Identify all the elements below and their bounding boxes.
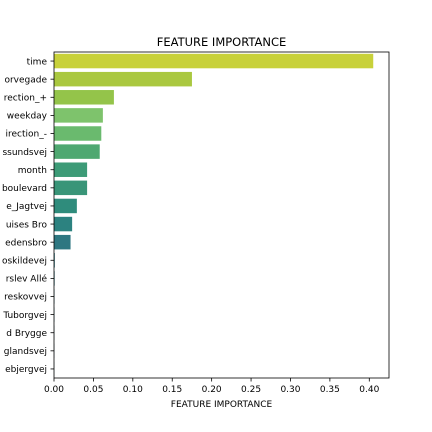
y-tick-label: irection_-	[6, 130, 47, 140]
y-tick-label: month	[18, 166, 47, 176]
x-tick-label: 0.35	[320, 385, 340, 395]
x-tick-label: 0.05	[83, 385, 103, 395]
x-tick-label: 0.30	[280, 385, 300, 395]
y-tick-label: rslev Allé	[6, 274, 48, 285]
bar-0	[54, 53, 374, 69]
x-tick-label: 0.10	[123, 385, 143, 395]
y-tick-label: rection_+	[4, 93, 47, 103]
y-tick-label: reskovvej	[4, 293, 47, 303]
y-tick-label: e_Jagtvej	[6, 202, 47, 212]
y-tick-label: Tuborgvej	[2, 311, 47, 321]
y-tick-label: oskildevej	[2, 256, 47, 266]
bar-8	[54, 198, 77, 214]
bars-group	[54, 53, 374, 377]
x-tick-label: 0.20	[202, 385, 222, 395]
chart-title: FEATURE IMPORTANCE	[157, 35, 287, 49]
plot-frame	[53, 51, 390, 379]
bar-10	[54, 234, 71, 250]
y-ticks-group: time orvegade rection_+weekday irection_-ss…	[2, 57, 54, 375]
bar-9	[54, 216, 73, 232]
y-tick-label: glandsvej	[4, 347, 47, 357]
y-tick-label: orvegade	[4, 75, 47, 85]
y-tick-label: d Brygge	[6, 329, 47, 339]
y-tick-label: ssundsvej	[2, 148, 47, 158]
x-tick-label: 0.15	[162, 385, 182, 395]
y-tick-label: time	[27, 57, 48, 67]
bar-2	[54, 90, 114, 105]
bar-1	[54, 71, 192, 87]
y-tick-label: uises Bro	[6, 220, 48, 230]
bar-6	[54, 162, 88, 177]
x-tick-label: 0.00	[44, 385, 64, 395]
x-axis-label: FEATURE IMPORTANCE	[171, 400, 273, 410]
y-tick-label: weekday	[7, 112, 48, 122]
bar-7	[54, 180, 88, 196]
bar-4	[54, 126, 102, 141]
y-tick-label: ebjergvej	[5, 365, 47, 375]
x-tick-label: 0.40	[359, 385, 379, 395]
y-tick-label: edensbro	[5, 238, 47, 248]
x-tick-label: 0.25	[241, 385, 261, 395]
y-tick-label: boulevard	[2, 184, 47, 194]
bar-3	[54, 108, 103, 123]
x-ticks-group: 0.00 0.05 0.10 0.15 0.20 0.25 0.30 0.35 0.40	[44, 378, 380, 395]
bar-5	[54, 144, 100, 159]
